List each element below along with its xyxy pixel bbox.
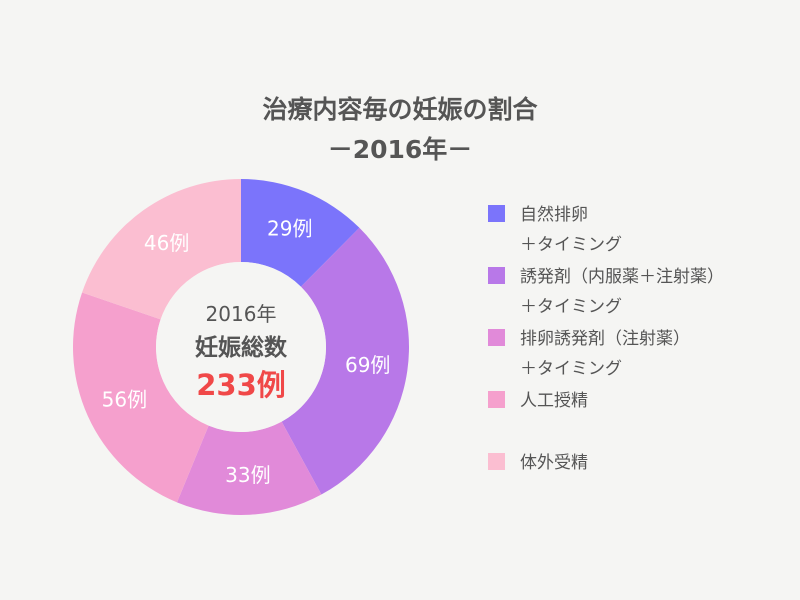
chart-subtitle: －2016年－ (327, 135, 473, 164)
slice-label: 56例 (102, 388, 147, 412)
legend-label: 誘発剤（内服薬＋注射薬） (520, 267, 724, 287)
legend-swatch (488, 391, 505, 408)
legend-label: 排卵誘発剤（注射薬） (520, 329, 690, 349)
chart-title: 治療内容毎の妊娠の割合 (262, 95, 538, 124)
legend-label: 人工授精 (520, 391, 588, 411)
legend-swatch (488, 267, 505, 284)
legend-swatch (488, 453, 505, 470)
legend-label: 自然排卵 (520, 205, 588, 225)
donut-slice (82, 179, 241, 320)
donut-slice (176, 421, 322, 515)
legend-label: ＋タイミング (520, 297, 622, 317)
center-label: 妊娠総数 (195, 335, 287, 361)
center-year: 2016年 (205, 302, 277, 326)
slice-label: 33例 (225, 463, 270, 487)
donut-slice (241, 179, 360, 287)
legend-label: ＋タイミング (520, 359, 622, 379)
donut-slice (72, 292, 209, 503)
legend-item: 体外受精 (488, 448, 588, 478)
legend-swatch (488, 205, 505, 222)
donut-slice (281, 227, 409, 495)
legend-item: 誘発剤（内服薬＋注射薬） ＋タイミング (488, 262, 724, 322)
legend-swatch (488, 329, 505, 346)
slice-label: 69例 (345, 353, 390, 377)
legend-item: 自然排卵 ＋タイミング (488, 200, 622, 260)
legend-item: 人工授精 (488, 386, 588, 416)
center-total: 233例 (196, 368, 286, 402)
legend-item: 排卵誘発剤（注射薬） ＋タイミング (488, 324, 690, 384)
legend-label: 体外受精 (520, 453, 588, 473)
donut-hole (156, 262, 326, 432)
slice-label: 29例 (267, 217, 312, 241)
legend-label: ＋タイミング (520, 235, 622, 255)
slice-label: 46例 (144, 231, 189, 255)
